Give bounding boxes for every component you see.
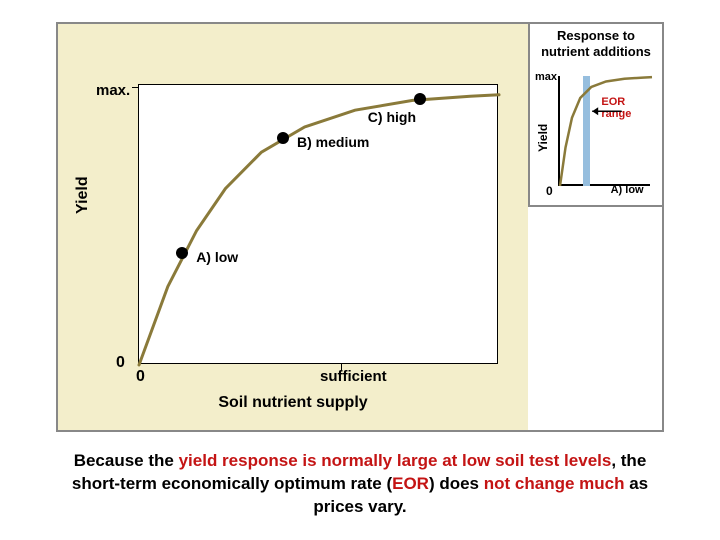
main-y-origin: 0 [116, 354, 125, 372]
caption-em-3: not change much [484, 474, 625, 493]
inset-title: Response to nutrient additions [530, 24, 662, 61]
main-curve [139, 85, 499, 365]
main-ymax-label: max. [96, 82, 130, 99]
main-ylabel: Yield [74, 176, 92, 214]
inset-ymax: max [535, 71, 557, 83]
data-point-label: A) low [196, 249, 238, 265]
data-point [414, 93, 426, 105]
main-xlabel: Soil nutrient supply [218, 394, 367, 412]
main-x-origin: 0 [136, 368, 145, 386]
inset-plot: EOR range A) low [558, 76, 650, 186]
main-panel: Yield max. 0 0 sufficient Soil nutrient … [58, 24, 528, 430]
figure-frame: Yield max. 0 0 sufficient Soil nutrient … [56, 22, 664, 432]
caption: Because the yield response is normally l… [0, 450, 720, 519]
caption-text: ) does [429, 474, 484, 493]
inset-origin: 0 [546, 184, 553, 198]
data-point-label: B) medium [297, 134, 369, 150]
data-point [176, 247, 188, 259]
ytick-max [132, 87, 139, 88]
data-point-label: C) high [368, 109, 416, 125]
inset-ylabel: Yield [536, 124, 550, 152]
inset-panel: Response to nutrient additions Yield max… [528, 24, 662, 207]
main-xtick-sufficient: sufficient [320, 368, 387, 385]
eor-arrow-icon [560, 76, 652, 186]
caption-em-2: EOR [392, 474, 429, 493]
data-point [277, 132, 289, 144]
white-fill-panel [528, 207, 662, 430]
caption-text: Because the [74, 451, 179, 470]
caption-em-1: yield response is normally large at low … [179, 451, 612, 470]
main-plot: A) low B) medium C) high [138, 84, 498, 364]
